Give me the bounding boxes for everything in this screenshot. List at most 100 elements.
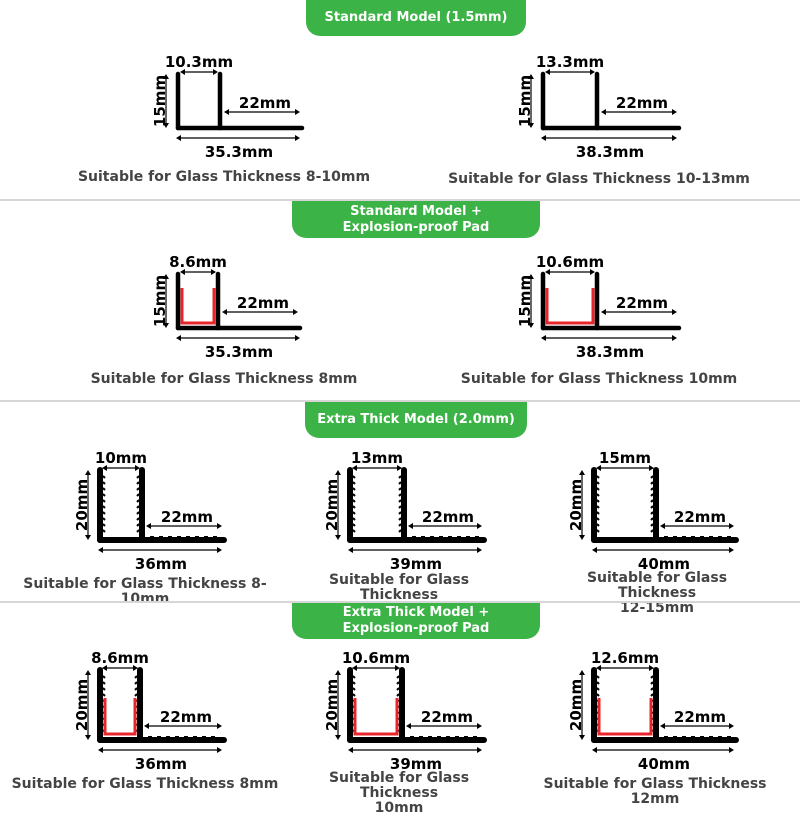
- grip-rib: [596, 493, 600, 497]
- width-dimension-arrow-head: [217, 547, 222, 553]
- width-dimension-arrow-head: [592, 747, 597, 753]
- profile-diagram: 15mm 8.6mm 22mm 35.3mm: [140, 240, 308, 361]
- gap-dimension-arrow-head: [545, 69, 550, 75]
- width-dimension-arrow-head: [477, 547, 482, 553]
- height-dimension-arrow-head: [335, 470, 341, 475]
- grip-rib: [650, 675, 654, 679]
- gap-dimension-arrow-head: [395, 665, 400, 671]
- gap-label: 10.6mm: [536, 253, 604, 271]
- gap-dimension-arrow-head: [590, 269, 595, 275]
- height-label: 20mm: [73, 679, 91, 731]
- leg-dimension-arrow-head: [217, 723, 222, 729]
- leg-label: 22mm: [421, 708, 473, 726]
- explosion-proof-pad: [353, 698, 399, 736]
- grip-rib: [102, 523, 106, 527]
- height-label: 15mm: [516, 275, 534, 327]
- width-dimension-arrow-head: [98, 747, 103, 753]
- grip-rib: [650, 493, 654, 497]
- grip-rib: [352, 675, 356, 679]
- gap-dimension-arrow-head: [102, 465, 107, 471]
- height-dimension-arrow-head: [163, 74, 169, 79]
- grip-rib: [102, 505, 106, 509]
- width-dimension-arrow-head: [672, 335, 677, 341]
- banner-line: Extra Thick Model +: [342, 605, 490, 620]
- leg-dimension-arrow-head: [660, 723, 665, 729]
- gap-dimension-arrow-head: [211, 269, 216, 275]
- grip-rib: [136, 517, 140, 521]
- height-label: 20mm: [567, 679, 585, 731]
- grip-rib: [396, 687, 400, 691]
- leg-dimension-arrow-head: [601, 109, 606, 115]
- height-label: 20mm: [73, 479, 91, 531]
- height-dimension-arrow-head: [579, 535, 585, 540]
- gap-dimension-arrow-head: [135, 465, 140, 471]
- width-dimension-arrow-head: [348, 747, 353, 753]
- height-label: 15mm: [516, 75, 534, 127]
- height-label: 15mm: [151, 275, 169, 327]
- grip-rib: [596, 487, 600, 491]
- explosion-proof-pad: [180, 288, 216, 325]
- height-dimension-arrow-head: [85, 535, 91, 540]
- width-dimension-arrow-head: [729, 747, 734, 753]
- width-dimension-arrow-head: [541, 335, 546, 341]
- leg-dimension-arrow-head: [660, 523, 665, 529]
- leg-dimension-arrow-head: [408, 523, 413, 529]
- grip-rib: [352, 687, 356, 691]
- section-banner-extra-thick: Extra Thick Model (2.0mm): [305, 402, 527, 438]
- glass-thickness-caption: Suitable for Glass Thickness 8mm: [11, 776, 279, 792]
- gap-label: 8.6mm: [169, 253, 227, 271]
- gap-dimension-arrow-head: [133, 665, 138, 671]
- grip-rib: [136, 529, 140, 533]
- profile-diagram: 15mm 10.3mm 22mm 35.3mm: [140, 40, 310, 161]
- gap-dimension-arrow-head: [180, 269, 185, 275]
- grip-rib: [650, 505, 654, 509]
- height-label: 20mm: [323, 479, 341, 531]
- grip-rib: [352, 693, 356, 697]
- grip-rib: [102, 481, 106, 485]
- leg-label: 22mm: [160, 708, 212, 726]
- height-dimension-arrow-head: [335, 670, 341, 675]
- profile-diagram: 15mm 13.3mm 22mm 38.3mm: [505, 40, 687, 161]
- grip-rib: [136, 523, 140, 527]
- leg-label: 22mm: [674, 708, 726, 726]
- grip-rib: [396, 693, 400, 697]
- gap-label: 13.3mm: [536, 53, 604, 71]
- height-dimension-arrow-head: [528, 123, 534, 128]
- section-divider: [0, 199, 800, 201]
- gap-dimension-arrow-head: [213, 69, 218, 75]
- banner-line: Extra Thick Model (2.0mm): [317, 412, 515, 427]
- profile-svg: 15mm 10.3mm 22mm 35.3mm: [151, 53, 305, 161]
- leg-dimension-arrow-head: [293, 309, 298, 315]
- grip-rib: [596, 681, 600, 685]
- height-dimension-arrow-head: [163, 274, 169, 279]
- width-dimension-arrow-head: [729, 547, 734, 553]
- leg-label: 22mm: [239, 94, 291, 112]
- grip-rib: [398, 523, 402, 527]
- leg-dimension-arrow-head: [672, 309, 677, 315]
- width-dimension-arrow-head: [541, 135, 546, 141]
- grip-rib: [352, 487, 356, 491]
- grip-rib: [596, 529, 600, 533]
- height-dimension-arrow-head: [528, 274, 534, 279]
- width-dimension-arrow-head: [217, 747, 222, 753]
- gap-label: 12.6mm: [591, 649, 659, 667]
- profile-diagram: 20mm 8.6mm 22mm 36mm: [62, 636, 232, 773]
- grip-rib: [398, 487, 402, 491]
- section-divider: [0, 400, 800, 402]
- explosion-proof-pad: [597, 698, 653, 736]
- gap-dimension-arrow-head: [590, 69, 595, 75]
- grip-rib: [352, 481, 356, 485]
- width-label: 38.3mm: [576, 143, 644, 161]
- grip-rib: [596, 523, 600, 527]
- width-label: 36mm: [135, 555, 187, 573]
- grip-rib: [398, 505, 402, 509]
- grip-rib: [398, 481, 402, 485]
- height-dimension-arrow-head: [163, 123, 169, 128]
- grip-rib: [396, 681, 400, 685]
- grip-rib: [352, 681, 356, 685]
- gap-dimension-arrow-head: [545, 269, 550, 275]
- leg-dimension-arrow-head: [217, 523, 222, 529]
- leg-dimension-arrow-head: [144, 723, 149, 729]
